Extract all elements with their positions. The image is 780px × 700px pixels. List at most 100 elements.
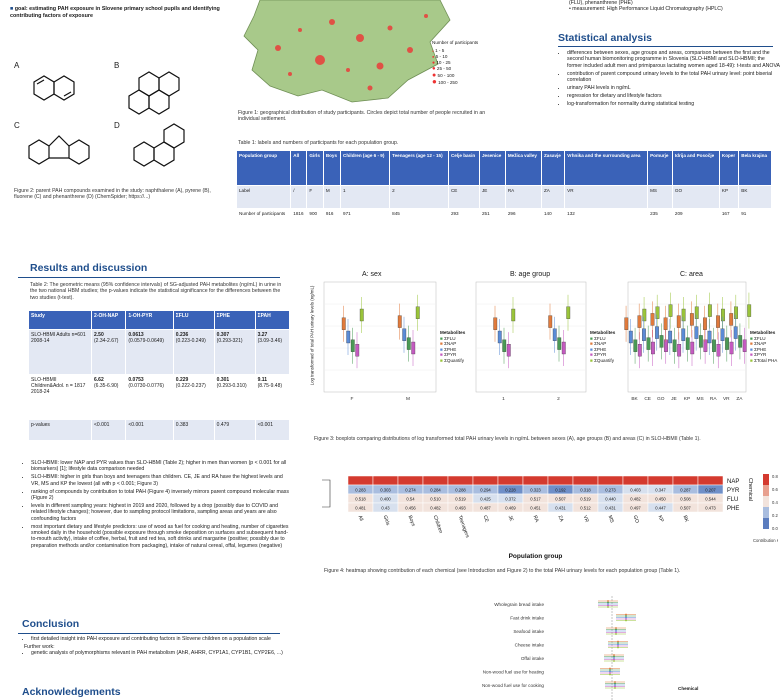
heatmap-column-label: Girls: [382, 515, 391, 527]
table-2: Study 2-OH-NAP 1-OH-PYR ΣFLU ΣPHE ΣPAH SLO-HB…: [28, 310, 291, 441]
boxplot-tick-label: JE: [671, 396, 677, 402]
forest-point: [614, 687, 616, 689]
table-2-cell: 9.11 (8.75-9.48): [254, 374, 291, 420]
boxplot-box: [720, 328, 725, 341]
table-1-header-cell: Pomurje: [647, 150, 673, 186]
conclusion-heading: Conclusion: [22, 618, 80, 630]
boxplot-box: [694, 306, 699, 319]
forest-point: [617, 640, 619, 643]
heatmap-value: 0.274: [405, 487, 416, 492]
heatmap-y-label: Chemical: [747, 478, 753, 501]
methods-line-1: (FLU), phenanthrene (PHE): [569, 0, 633, 6]
figure-4-caption: Figure 4: heatmap showing contribution o…: [324, 568, 681, 574]
boxplot-box: [681, 308, 686, 322]
map-legend: Number of participants ● 1 - 5 ● 5 - 10 …: [432, 40, 492, 85]
boxplot-box: [703, 339, 708, 352]
heatmap-cell: [497, 475, 524, 486]
heatmap-value: 0.283: [355, 487, 366, 492]
boxplot-box: [721, 308, 725, 322]
heatmap-value: 0.43: [381, 505, 390, 510]
table-2-cell: 0.0613 (0.0579-0.0649): [125, 329, 174, 375]
heatmap-scale-swatch: [763, 518, 769, 529]
heatmap-scale-tick: 0.6: [772, 487, 778, 492]
heatmap-value: 0.493: [455, 505, 466, 510]
table-2-pvalue-cell: <0.001: [90, 419, 127, 441]
pyrene-molecule: [128, 71, 180, 115]
heatmap-value: 0.507: [555, 496, 566, 501]
boxplot-tick-label: ZA: [736, 396, 743, 402]
heatmap-scale-tick: 0.0: [772, 526, 778, 531]
forest-point: [607, 606, 609, 608]
boxplot-tick-label: VR: [723, 396, 730, 402]
table-2-study-cell: SLO-HBMII Children&Adol. n = 1817 2018-2…: [28, 374, 92, 420]
forest-point: [613, 655, 615, 658]
heatmap-value: 0.473: [705, 505, 716, 510]
heatmap-value: 0.451: [530, 505, 541, 510]
forest-point: [615, 633, 617, 635]
table-1-header-cell: Bela krajina: [738, 150, 772, 186]
forest-point: [614, 685, 616, 688]
boxplot-box: [716, 315, 720, 328]
boxplot-box: [698, 335, 703, 348]
heatmap-value: 0.228: [505, 487, 516, 492]
methods-lines: (FLU), phenanthrene (PHE) • measurement:…: [560, 0, 775, 13]
forest-point: [625, 613, 627, 616]
map-legend-item: ● 25 - 50: [432, 66, 452, 73]
forest-point: [614, 682, 616, 685]
table-2-header-cell: ΣPHE: [213, 310, 256, 330]
boxplot-box: [650, 313, 655, 326]
acknowledgements-heading: Acknowledgements: [22, 686, 121, 698]
heatmap-column-label: BK: [682, 515, 690, 524]
table-2-cell: 0.307 (0.293-321): [213, 329, 256, 375]
heatmap-row-label: PHE: [727, 506, 739, 512]
forest-point: [625, 619, 627, 622]
boxplot-box: [707, 304, 712, 317]
boxplot-box: [415, 306, 420, 319]
table-1-caption: Table 1: labels and numbers of participa…: [238, 140, 399, 146]
boxplot-box: [725, 337, 729, 350]
boxplot-box: [566, 306, 571, 319]
table-1-cell: 235: [647, 208, 673, 232]
conclusion-rule: [18, 633, 280, 634]
heatmap-value: 0.400: [380, 496, 391, 501]
table-1-header-cell: Children (age 6 - 9): [340, 150, 391, 186]
heatmap-svg: NAP 0.283 0.303 0.274 0.284 0.288 0.294 0.228 0.…: [322, 474, 778, 560]
table-1: Population group All Girls Boys Children (ag…: [235, 150, 772, 232]
heatmap-value: 0.372: [505, 496, 516, 501]
boxplot-tick-label: GO: [657, 396, 665, 402]
heatmap-cell: [372, 475, 399, 486]
boxplot-legend-title: Metabolites: [590, 330, 616, 335]
table-1-label-row: Label / F M 1 2 CE JE RA ZA VR MS GO KP BK: [235, 185, 772, 209]
results-heading: Results and discussion: [30, 262, 148, 274]
heatmap-figure: NAP 0.283 0.303 0.274 0.284 0.288 0.294 0.228 0.…: [318, 470, 778, 562]
forest-point: [609, 667, 611, 670]
forest-point: [613, 657, 615, 659]
forest-point: [625, 615, 627, 617]
forest-point: [609, 672, 611, 674]
heatmap-value: 0.287: [680, 487, 691, 492]
table-1-cell: 132: [564, 208, 649, 232]
boxplot-box: [359, 308, 364, 322]
heatmap-value: 0.431: [605, 505, 616, 510]
table-1-cell: /: [290, 185, 308, 209]
fig2-label-b: B: [114, 61, 120, 70]
heatmap-value: 0.192: [555, 487, 566, 492]
table-1-header-cell: Teenagers (age 12 - 15): [389, 150, 449, 186]
forest-point: [613, 658, 615, 661]
heatmap-column-label: Boys: [407, 515, 417, 528]
forest-point: [609, 670, 611, 673]
heatmap-scale-tick: 0.2: [772, 513, 778, 518]
table-1-header-cell: All: [290, 150, 308, 186]
boxplot-title-c: C: area: [680, 271, 703, 278]
boxplot-box: [628, 330, 633, 344]
map-legend-title: Number of participants: [432, 40, 479, 45]
table-1-cell: 293: [447, 208, 480, 232]
table-2-row: SLO-HBMII Children&Adol. n = 1817 2018-2…: [28, 374, 291, 420]
boxplot-box: [668, 304, 673, 317]
table-2-row: SLO-HBMI Adults n=601 2008-14 2.50 (2.34-2…: [28, 329, 291, 375]
table-1-cell: 2: [389, 185, 449, 209]
table-1-cell: JE: [478, 185, 506, 209]
phenanthrene-molecule: [133, 123, 185, 167]
heatmap-column-label: KP: [657, 515, 665, 524]
results-bullet: levels in different sampling years: high…: [31, 503, 292, 522]
